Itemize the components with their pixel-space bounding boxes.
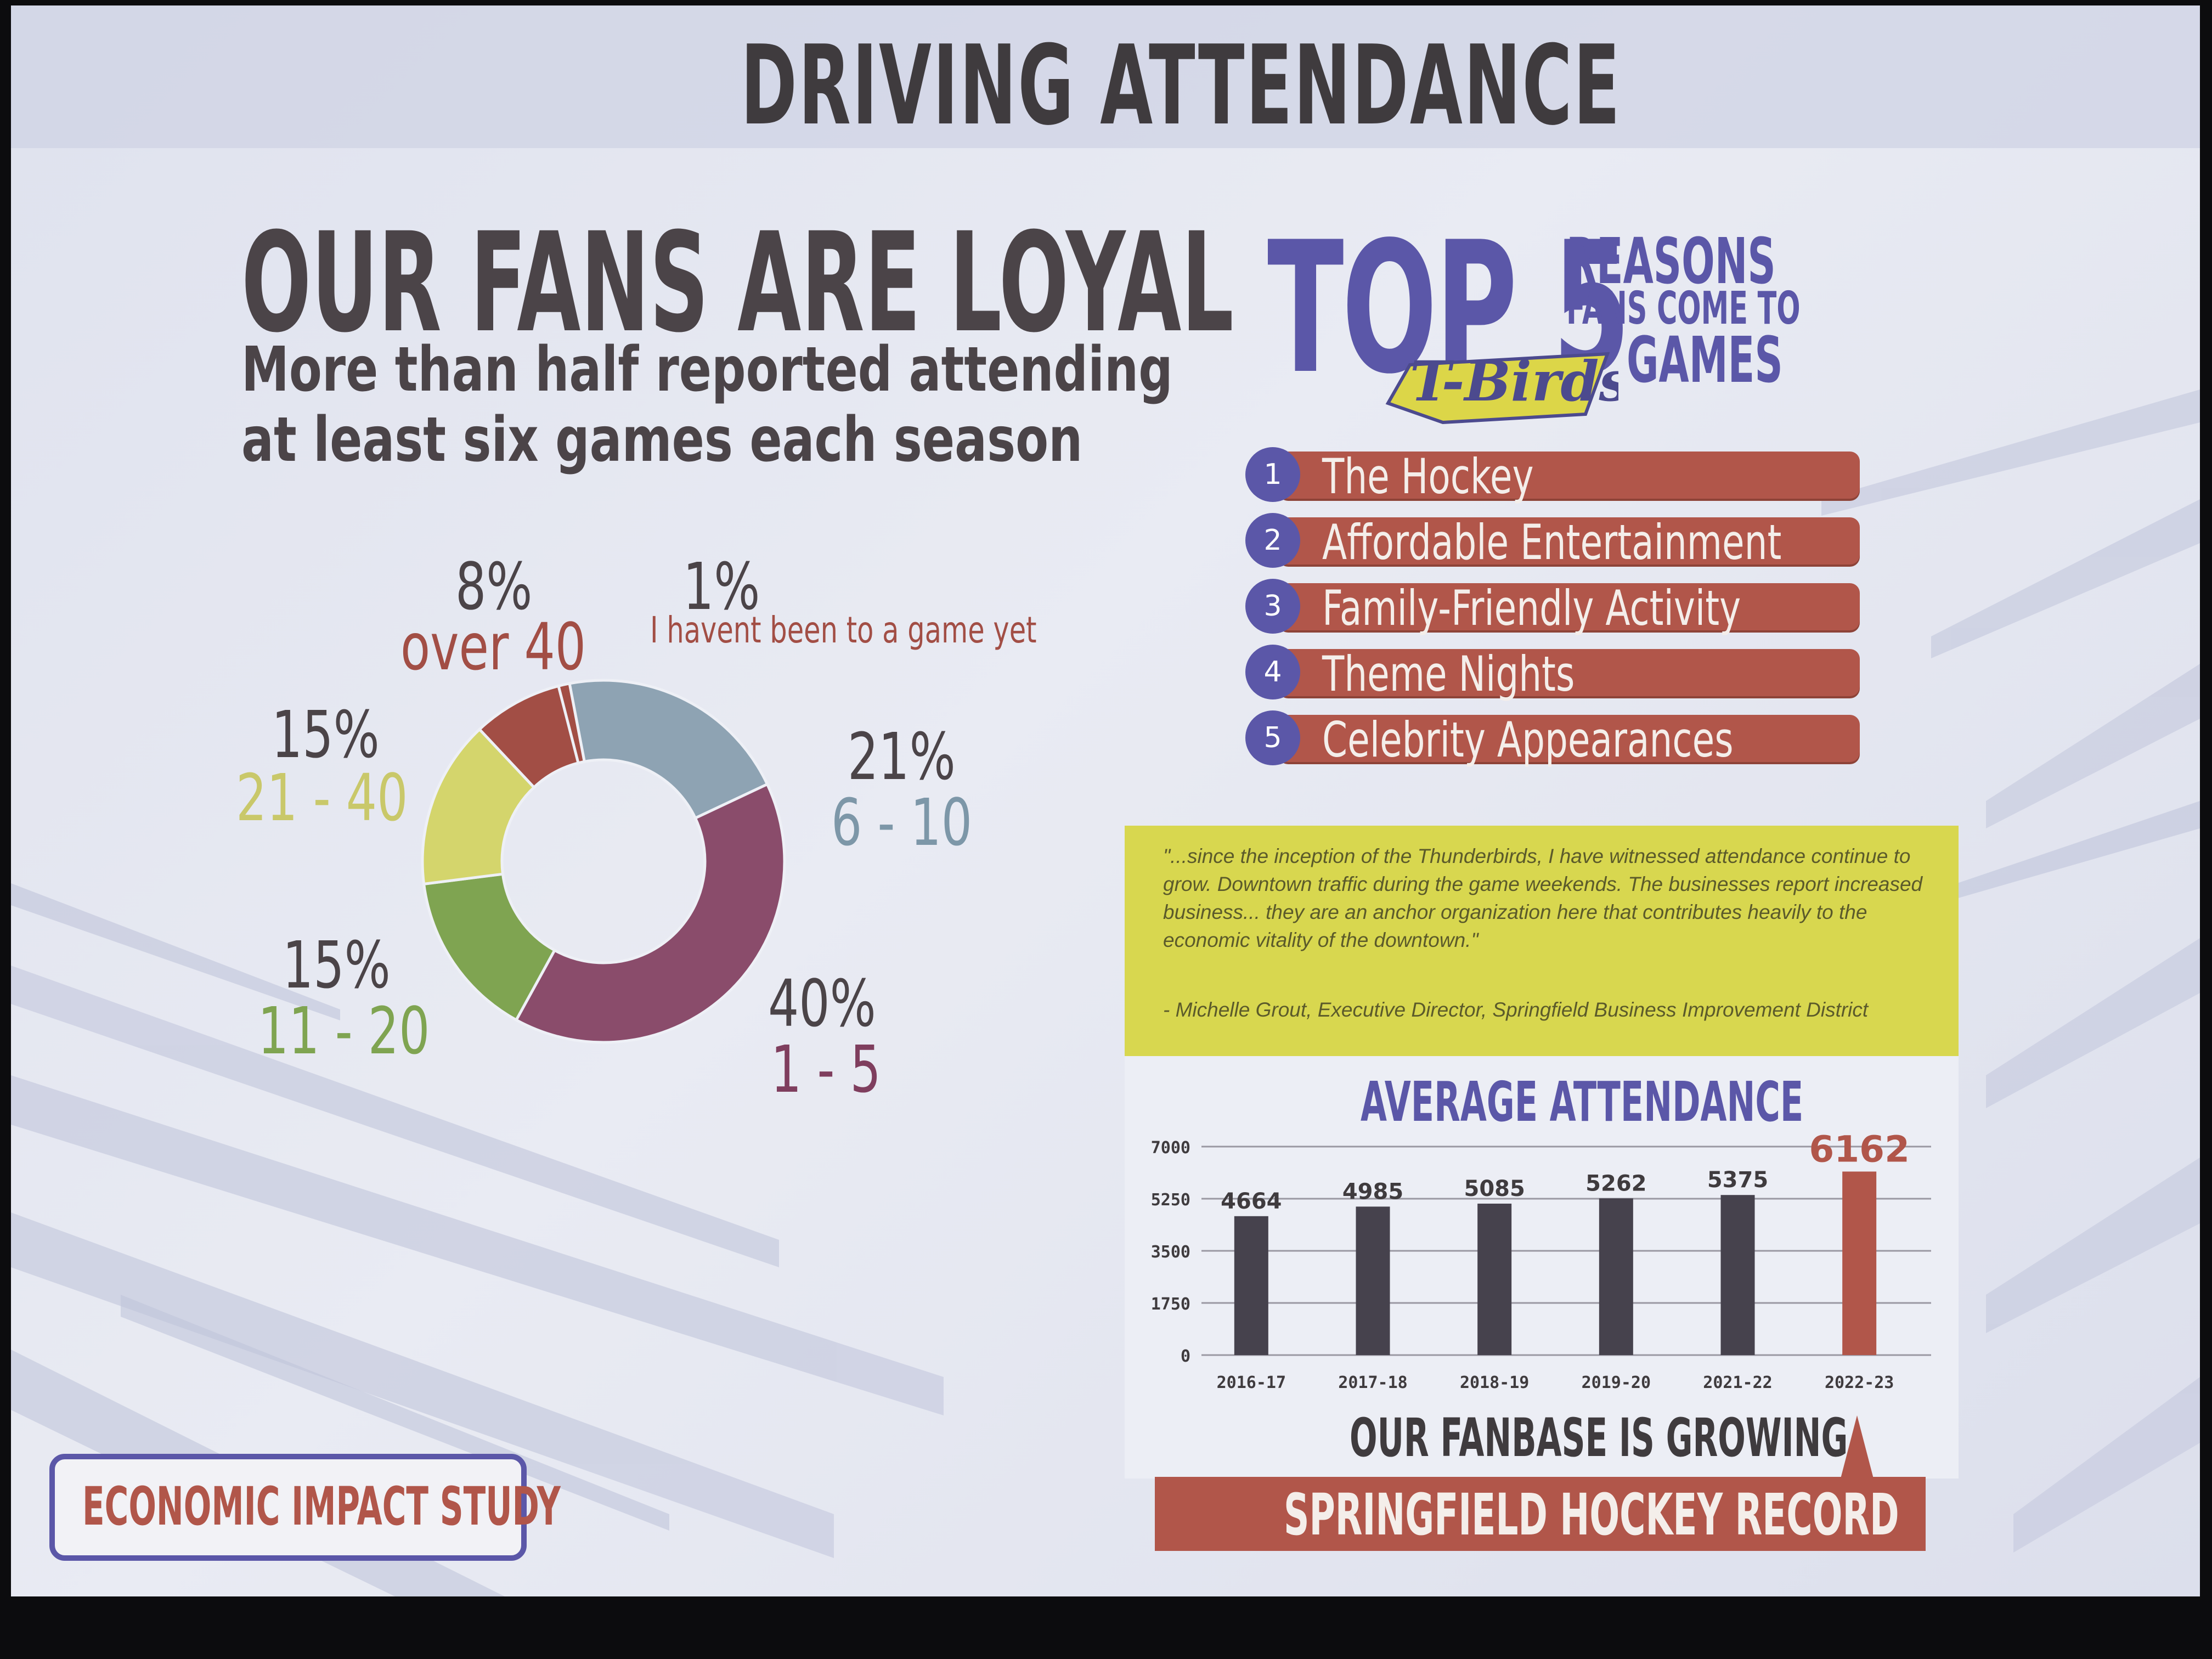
bar-value-label: 4985 (1342, 1179, 1403, 1204)
loyal-subheading: More than half reported attending at lea… (241, 335, 1173, 475)
attendance-bar (1356, 1206, 1390, 1355)
slice-range-1-5: 1 - 5 (771, 1031, 881, 1107)
bar-value-label: 4664 (1221, 1189, 1282, 1214)
bar-value-label: 6162 (1809, 1128, 1910, 1170)
record-pointer (1841, 1415, 1874, 1479)
record-banner (1155, 1477, 1926, 1551)
reason-number-badge: 3 (1245, 579, 1300, 634)
attendance-bar (1599, 1198, 1633, 1355)
slice-range-6-10: 6 - 10 (831, 785, 973, 860)
donut-slice (421, 727, 536, 886)
reason-label: Theme Nights (1322, 646, 1575, 702)
slice-pct-6-10: 21% (848, 719, 956, 794)
reason-bar (1278, 452, 1860, 499)
attendance-title: AVERAGE ATTENDANCE (1361, 1070, 1804, 1134)
slice-pct-1-5: 40% (768, 966, 876, 1041)
y-tick-label: 1750 (1151, 1295, 1190, 1314)
slide-title: DRIVING ATTENDANCE (741, 22, 1622, 150)
reason-item: 3 Family-Friendly Activity (1245, 579, 1860, 636)
attendance-bar (1477, 1203, 1512, 1355)
economic-impact-label: ECONOMIC IMPACT STUDY (82, 1476, 561, 1537)
slice-range-over40: over 40 (400, 609, 586, 685)
reason-bar (1278, 715, 1860, 762)
y-tick-label: 0 (1181, 1347, 1190, 1366)
reason-item: 2 Affordable Entertainment (1245, 513, 1860, 571)
loyal-heading: OUR FANS ARE LOYAL (241, 203, 1234, 363)
reason-item: 4 Theme Nights (1245, 645, 1860, 702)
reason-number-badge: 2 (1245, 513, 1300, 568)
x-category-label: 2017-18 (1338, 1373, 1407, 1392)
slice-pct-11-20: 15% (283, 927, 391, 1003)
reason-label: Affordable Entertainment (1322, 514, 1782, 571)
slice-range-11-20: 11 - 20 (258, 993, 430, 1069)
donut-slice (514, 782, 786, 1044)
background-streaks (11, 5, 2200, 1596)
x-category-label: 2021-22 (1703, 1373, 1772, 1392)
subheading-line-2: at least six games each season (241, 404, 1083, 476)
slide (11, 5, 2200, 1596)
tbirds-logo: T-Birds (1385, 349, 1618, 425)
slice-pct-none: 1% (683, 549, 760, 624)
attendance-bar-chart: 0 1750 3500 5250 7000 4664 2016-17 4985 2017-18 5… (1151, 1128, 1931, 1392)
quote-text: "...since the inception of the Thunderbi… (1163, 845, 1923, 951)
attendance-bar (1234, 1216, 1268, 1355)
attendance-bar (1842, 1171, 1877, 1355)
donut-slice (568, 679, 769, 820)
top5-reasons-word: REASONS (1566, 225, 1776, 298)
reason-number-badge: 5 (1245, 710, 1300, 765)
fanbase-growing-label: OUR FANBASE IS GROWING (1350, 1407, 1848, 1469)
subheading-line-1: More than half reported attending (241, 334, 1173, 405)
donut-slice (422, 872, 557, 1022)
record-label: SPRINGFIELD HOCKEY RECORD (1284, 1481, 1899, 1548)
slice-range-none: I havent been to a game yet (650, 609, 1037, 651)
quote-attribution: - Michelle Grout, Executive Director, Sp… (1163, 998, 1869, 1021)
donut-chart (421, 679, 786, 1044)
attendance-bar (1720, 1195, 1755, 1355)
bar-value-label: 5262 (1585, 1171, 1646, 1196)
top5-games-word: GAMES (1627, 324, 1783, 397)
slice-pct-over40: 8% (455, 549, 533, 624)
reason-item: 5 Celebrity Appearances (1245, 710, 1860, 768)
reason-bar (1278, 649, 1860, 696)
reason-label: Family-Friendly Activity (1322, 580, 1741, 636)
reason-bar (1278, 583, 1860, 630)
reason-bar (1278, 517, 1860, 565)
x-category-label: 2022-23 (1825, 1373, 1894, 1392)
x-category-label: 2018-19 (1460, 1373, 1529, 1392)
quote-box (1125, 826, 1959, 1056)
bar-value-label: 5375 (1707, 1167, 1768, 1193)
reason-label: Celebrity Appearances (1322, 712, 1734, 768)
economic-impact-box (49, 1454, 527, 1561)
reason-number-badge: 4 (1245, 645, 1300, 699)
logo-text: T-Birds (1410, 349, 1618, 414)
reason-item: 1 The Hockey (1245, 447, 1860, 505)
slice-pct-21-40: 15% (272, 697, 380, 772)
reason-number-badge: 1 (1245, 447, 1300, 502)
donut-slice (477, 684, 580, 789)
top5-fans-come-to: FANS COME TO (1566, 283, 1801, 335)
x-category-label: 2019-20 (1582, 1373, 1651, 1392)
x-category-label: 2016-17 (1217, 1373, 1286, 1392)
y-tick-label: 7000 (1151, 1138, 1190, 1158)
y-tick-label: 5250 (1151, 1190, 1190, 1210)
reason-label: The Hockey (1322, 448, 1534, 505)
slice-range-21-40: 21 - 40 (236, 760, 408, 836)
y-tick-label: 3500 (1151, 1243, 1190, 1262)
bar-value-label: 5085 (1464, 1176, 1525, 1201)
